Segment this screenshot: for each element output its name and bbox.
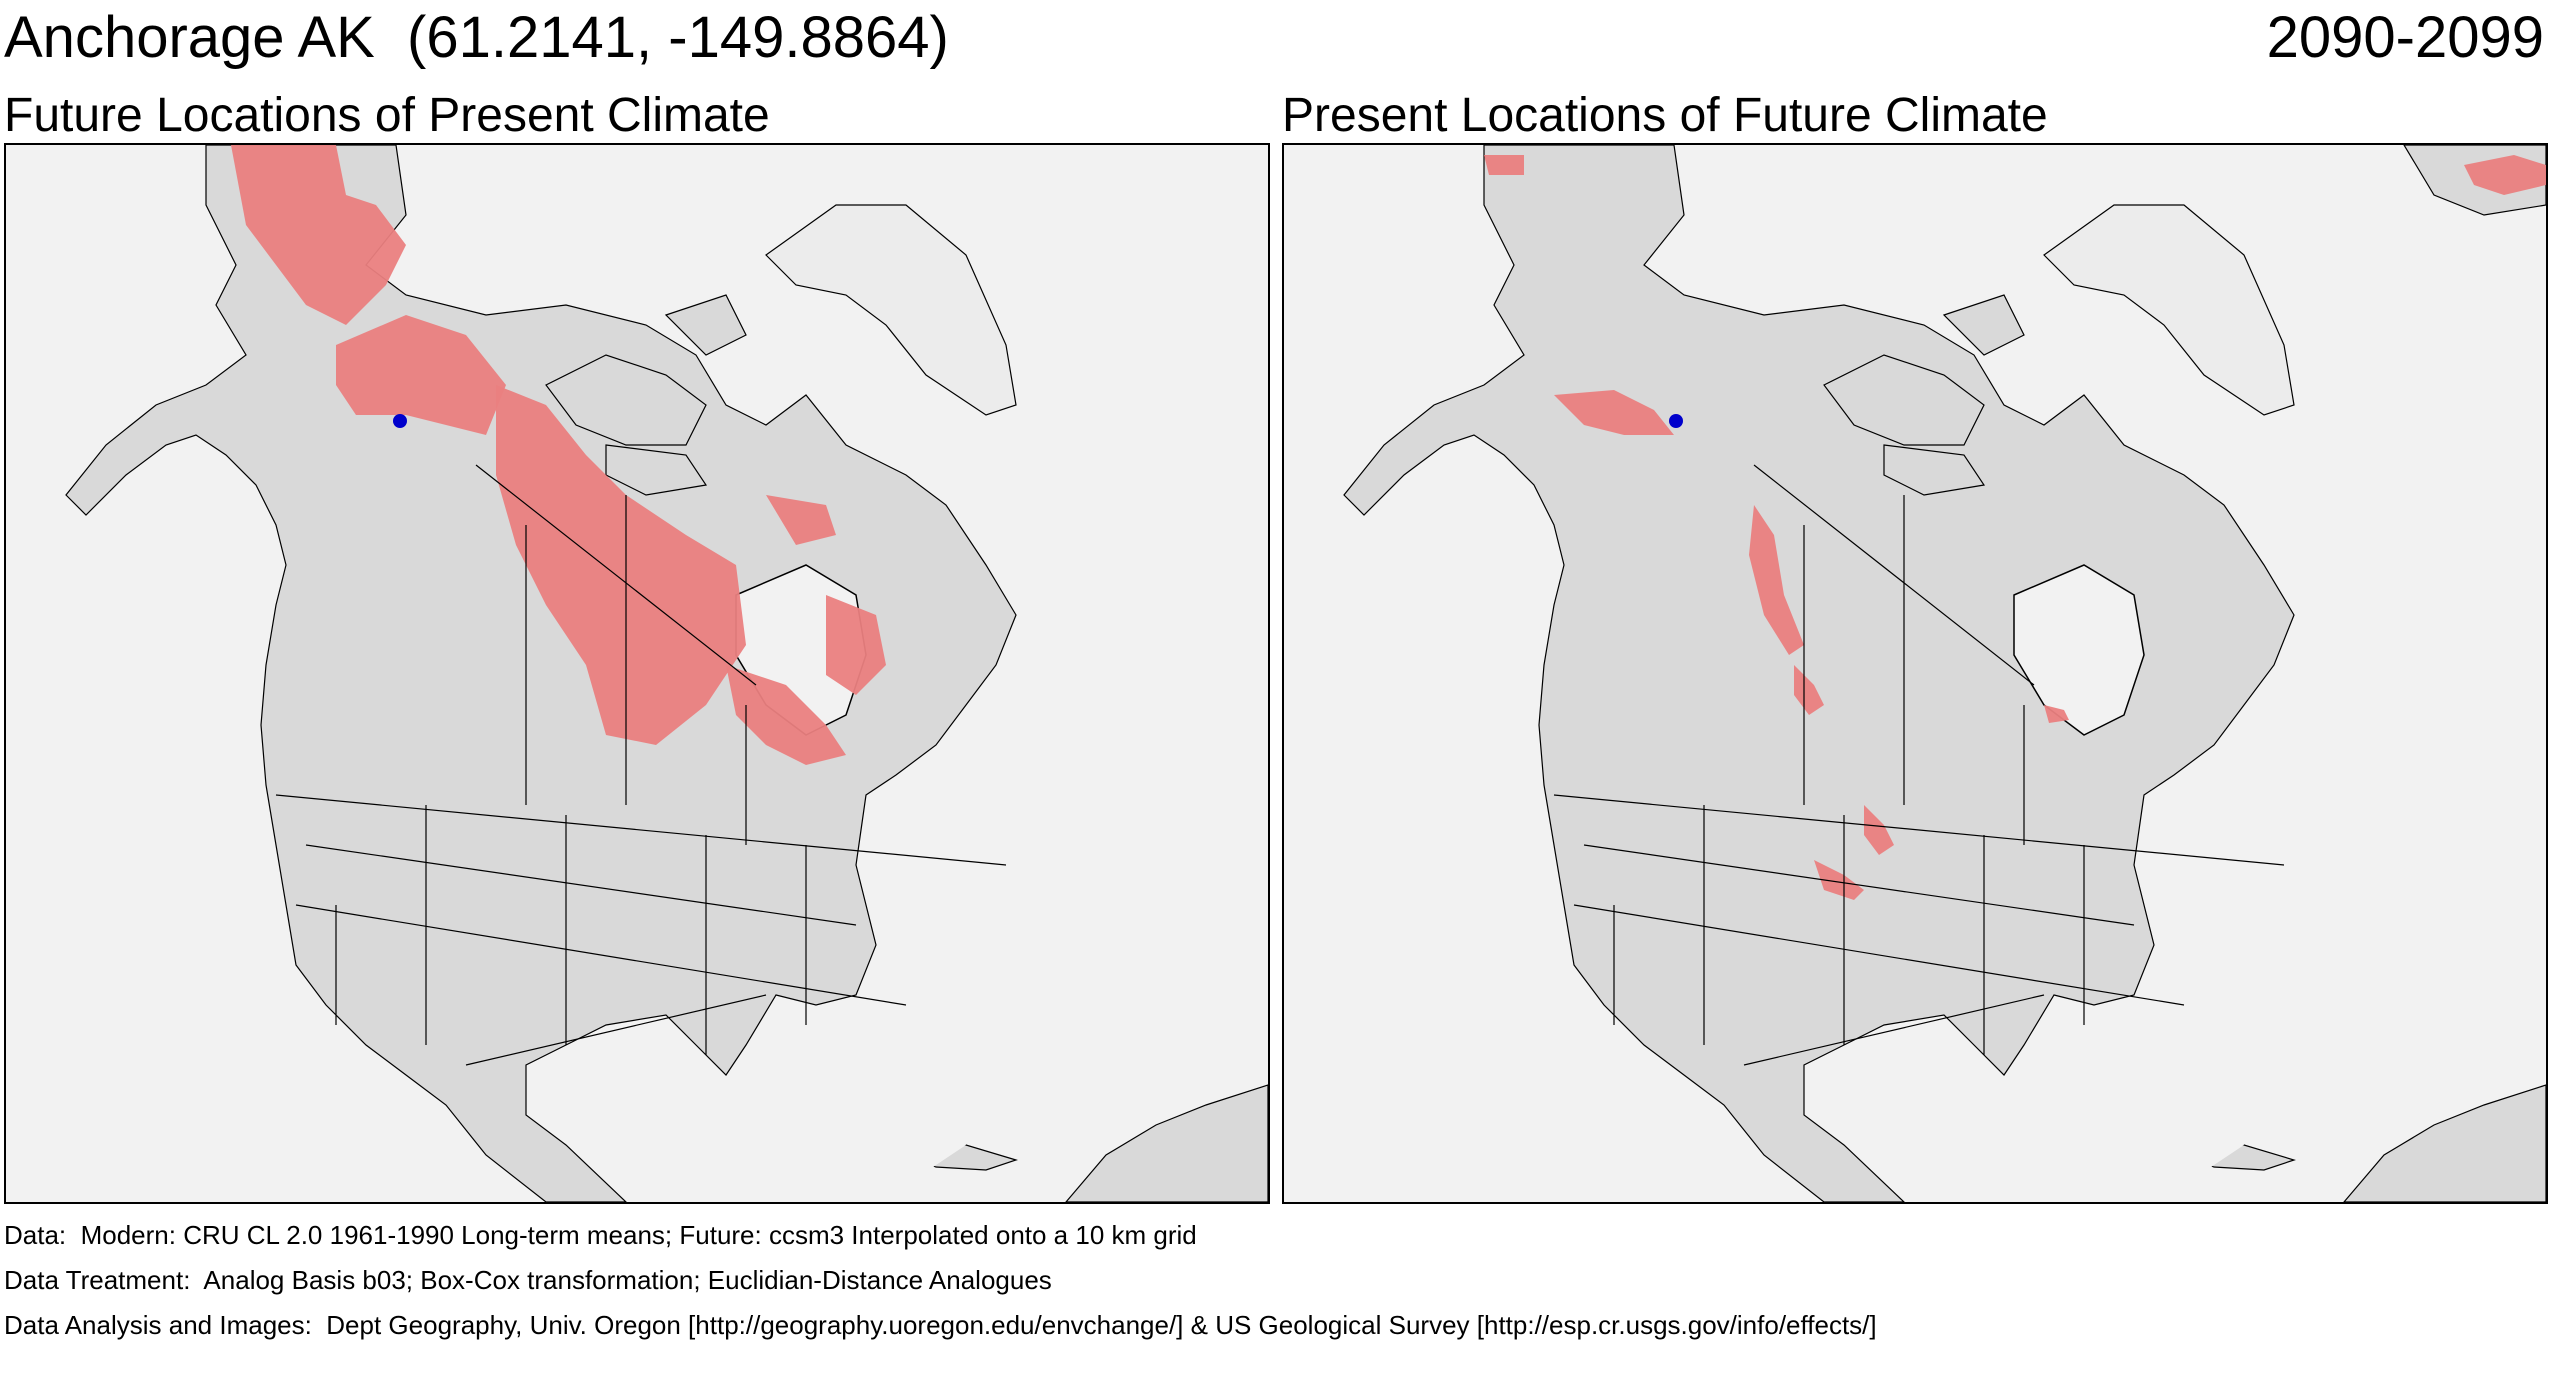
right-map-svg xyxy=(1343,145,2546,1202)
anchorage-marker-left xyxy=(393,414,407,428)
arctic-islands xyxy=(1823,294,2025,496)
hudson-bay xyxy=(2013,564,2145,736)
highlight-regions xyxy=(1484,155,2546,900)
land-base xyxy=(1343,145,2546,1202)
highlight-quebec xyxy=(826,595,886,695)
footer-analysis: Data Analysis and Images: Dept Geography… xyxy=(4,1310,1877,1340)
right-panel-title: Present Locations of Future Climate xyxy=(1282,89,2048,142)
arctic-islands xyxy=(545,294,747,496)
south-america-landmass xyxy=(1065,1084,1268,1202)
highlight-scandinavia xyxy=(2464,155,2546,195)
highlight-bc-coast xyxy=(1749,505,1804,655)
gulf-of-mexico xyxy=(736,1095,966,1202)
highlight-great-lakes xyxy=(2044,705,2069,723)
highlight-colorado xyxy=(1864,805,1894,855)
political-borders xyxy=(275,464,1007,1066)
highlight-siberia-edge xyxy=(1484,155,1524,175)
left-map[interactable] xyxy=(4,143,1270,1204)
right-map[interactable] xyxy=(1282,143,2548,1204)
highlight-manitoba xyxy=(726,665,846,765)
footer-data: Data: Modern: CRU CL 2.0 1961-1990 Long-… xyxy=(4,1220,1197,1250)
period-label: 2090-2099 xyxy=(2266,5,2544,70)
left-panel-title: Future Locations of Present Climate xyxy=(4,89,770,142)
gulf-of-mexico xyxy=(2014,1095,2244,1202)
highlight-canada-belt xyxy=(496,385,746,745)
greenland-landmass xyxy=(765,204,1017,416)
highlight-alaska xyxy=(336,315,506,435)
highlight-arizona xyxy=(1814,860,1864,900)
south-america-landmass xyxy=(2343,1084,2546,1202)
highlight-regions xyxy=(231,145,886,765)
highlight-siberia xyxy=(231,145,406,325)
footer-treatment: Data Treatment: Analog Basis b03; Box-Co… xyxy=(4,1265,1052,1295)
highlight-south-alaska xyxy=(1554,390,1674,435)
highlight-rockies xyxy=(1794,665,1824,715)
greenland-landmass xyxy=(2043,204,2295,416)
location-title: Anchorage AK (61.2141, -149.8864) xyxy=(4,5,949,70)
highlight-arctic-isle xyxy=(766,495,836,545)
political-borders xyxy=(1553,464,2285,1066)
anchorage-marker-right xyxy=(1669,414,1683,428)
north-america-landmass xyxy=(65,145,1017,1202)
left-map-svg xyxy=(65,145,1268,1202)
